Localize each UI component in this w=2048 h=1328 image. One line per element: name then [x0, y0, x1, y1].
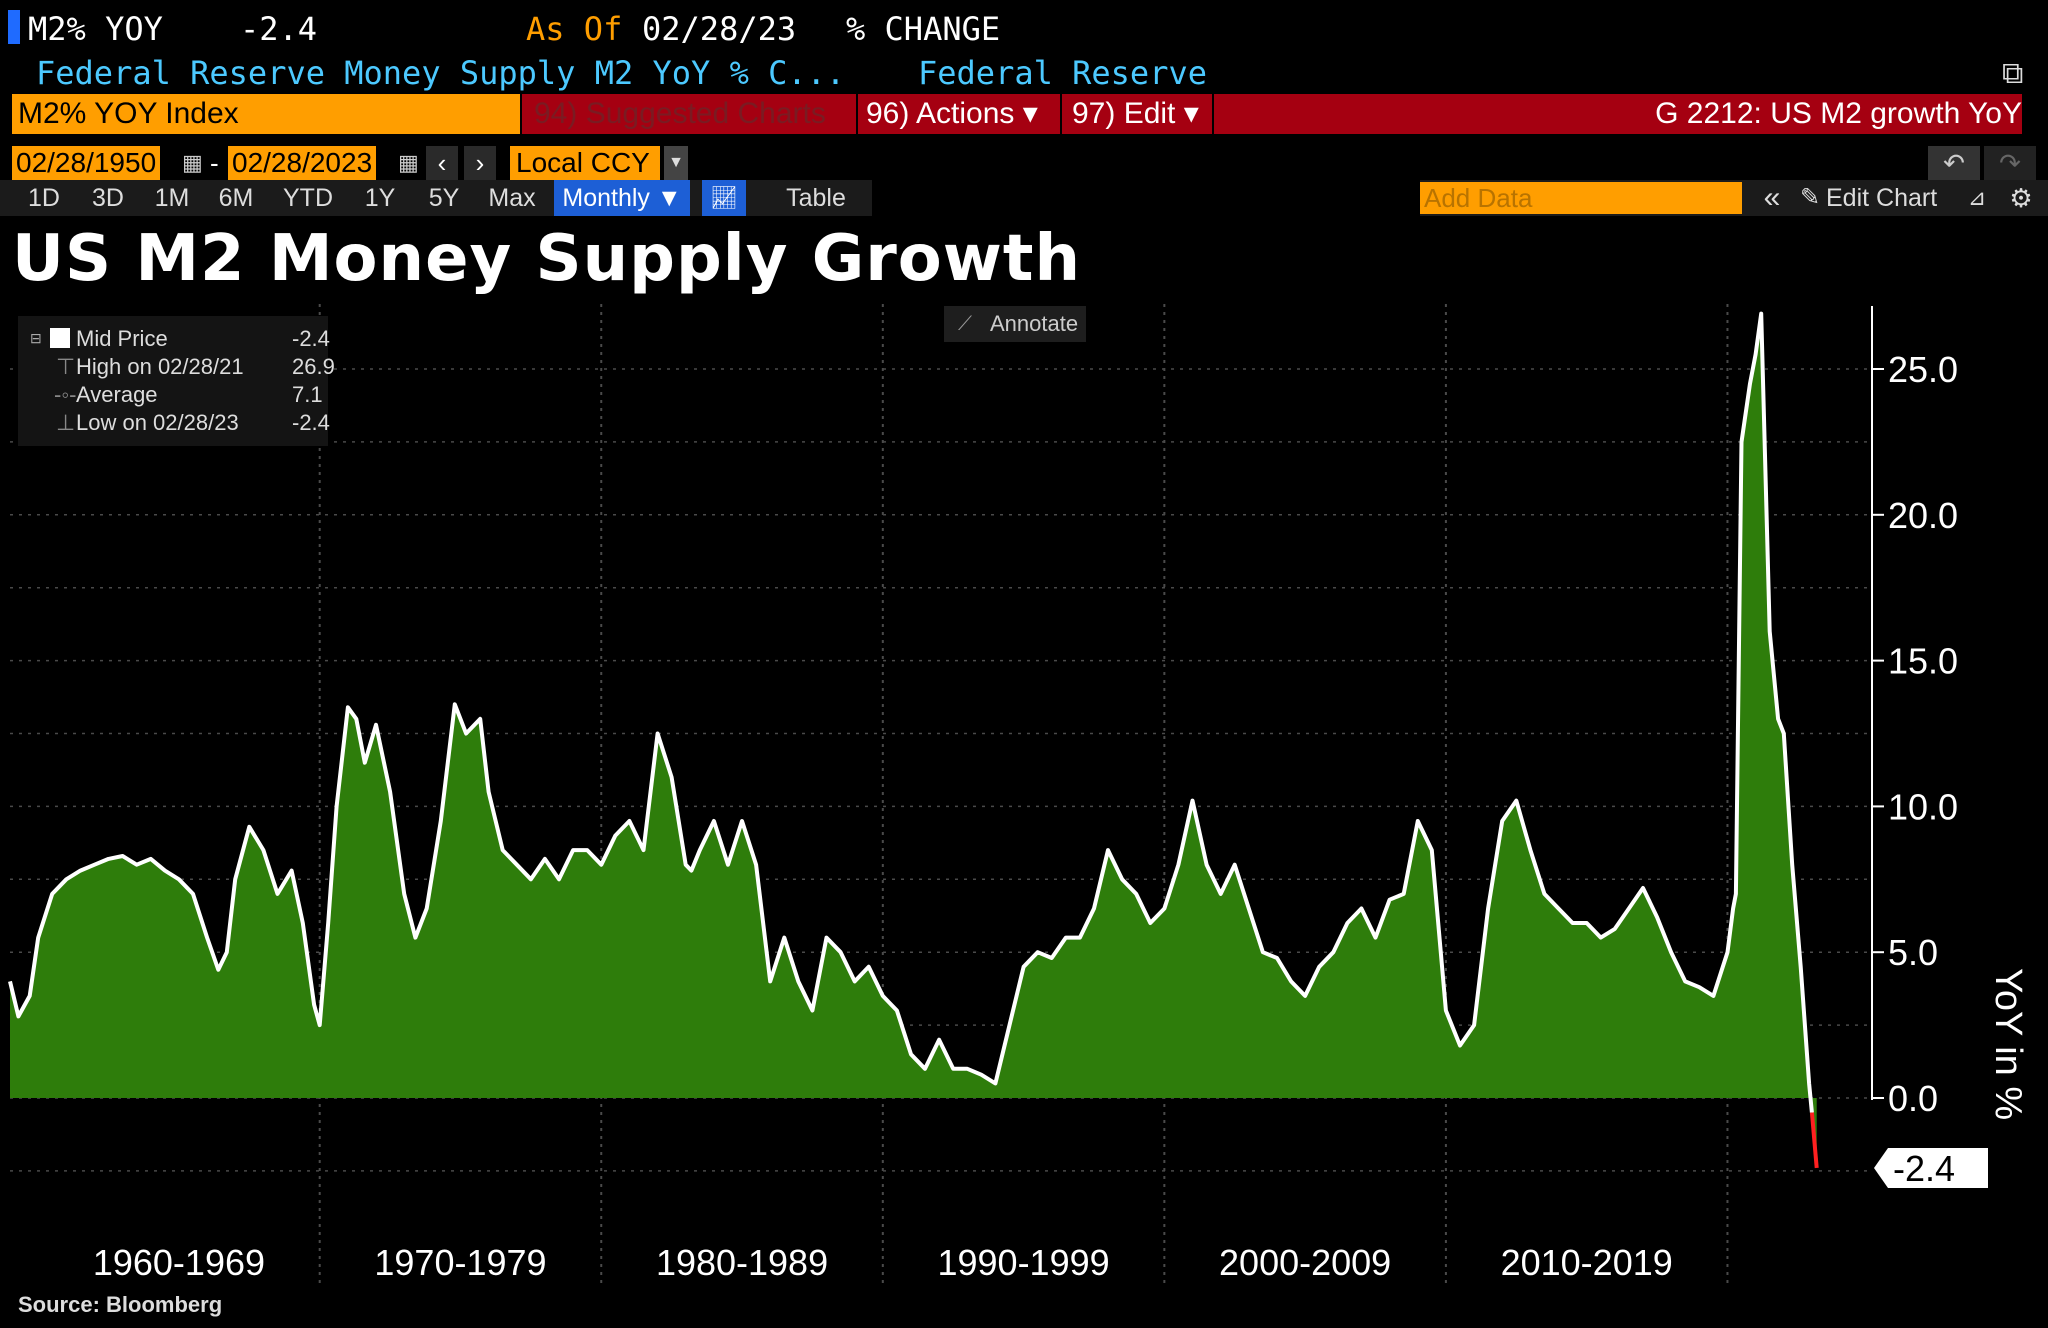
last-value: -2.4	[240, 10, 318, 48]
settings-gear-icon[interactable]: ⚙	[2009, 183, 2033, 213]
source-footer: Source: Bloomberg	[18, 1292, 223, 1317]
y-tick-label: 10.0	[1888, 786, 1958, 827]
redo-icon[interactable]: ↷	[1984, 146, 2036, 180]
ticker-symbol[interactable]: M2% YOY	[28, 10, 163, 48]
security-description: Federal Reserve Money Supply M2 YoY % C.…	[36, 54, 846, 92]
y-axis-label: YoY in %	[1987, 968, 2029, 1120]
chart-area: 25.0 20.0 15.0 10.0 5.0 0.0 1960-1969 1970-197…	[8, 300, 2029, 1285]
x-tick-label: 1990-1999	[937, 1242, 1109, 1283]
collapse-icon[interactable]: «	[1763, 181, 1781, 214]
currency-select[interactable]: Local CCY	[510, 146, 660, 180]
legend-value: 26.9	[292, 354, 335, 379]
annotate-pencil-icon: ⟋	[958, 313, 972, 335]
period-bar: 1D 3D 1M 6M YTD 1Y 5Y Max Monthly ▼ 📈︎ T…	[0, 180, 2048, 216]
x-tick-label: 1970-1979	[374, 1242, 546, 1283]
prev-period-button[interactable]: ‹	[426, 146, 458, 180]
legend-label: Average	[76, 382, 158, 407]
legend-label: Low on 02/28/23	[76, 410, 239, 435]
average-marker-icon: -◦-	[54, 382, 77, 407]
start-date-field[interactable]: 02/28/1950	[12, 146, 161, 180]
y-tick-label: 25.0	[1888, 349, 1958, 390]
legend-value: -2.4	[292, 410, 330, 435]
date-separator: -	[210, 148, 219, 178]
y-tick-label: 5.0	[1888, 932, 1938, 973]
last-value-marker: -2.4	[1874, 1147, 1988, 1189]
period-button[interactable]: 1M	[154, 184, 190, 212]
chart-id: G 2212: US M2 growth YoY	[1655, 97, 2022, 130]
x-tick-label: 2000-2009	[1219, 1242, 1391, 1283]
change-label: % CHANGE	[846, 10, 1001, 48]
last-value-label: -2.4	[1893, 1148, 1955, 1189]
add-data-input[interactable]: Add Data	[1420, 182, 1742, 214]
popout-icon[interactable]: ⧉	[2002, 56, 2024, 91]
currency-dropdown-icon[interactable]: ▼	[664, 146, 688, 180]
period-button[interactable]: YTD	[283, 184, 333, 212]
y-axis: 25.0 20.0 15.0 10.0 5.0 0.0	[1871, 306, 1958, 1119]
legend-label: High on 02/28/21	[76, 354, 244, 379]
ticker-header: M2% YOY -2.4 As Of 02/28/23 % CHANGE	[0, 8, 2048, 50]
action-bar: M2% YOY Index 94) Suggested Charts 96) A…	[0, 94, 2048, 136]
as-of-date: 02/28/23	[642, 10, 797, 48]
legend-value: 7.1	[292, 382, 323, 407]
red-bar	[522, 94, 2022, 134]
y-tick-label: 0.0	[1888, 1078, 1938, 1119]
period-button[interactable]: 5Y	[428, 184, 460, 212]
period-button[interactable]: 6M	[218, 184, 254, 212]
next-period-button[interactable]: ›	[464, 146, 496, 180]
edit-menu[interactable]: 97) Edit ▾	[1060, 94, 1199, 134]
period-button[interactable]: 1Y	[364, 184, 396, 212]
security-field[interactable]: M2% YOY Index	[12, 94, 520, 134]
chart-title: US M2 Money Supply Growth	[12, 222, 1082, 296]
toolbar-divider	[1212, 94, 1214, 134]
draw-icon[interactable]: ⊿	[1967, 185, 1987, 210]
annotate-button[interactable]: ⟋ Annotate	[944, 306, 1086, 342]
pencil-icon[interactable]: ✎	[1799, 184, 1821, 211]
undo-icon[interactable]: ↶	[1928, 146, 1980, 180]
annotate-label: Annotate	[990, 311, 1079, 336]
suggested-charts-button[interactable]: 94) Suggested Charts	[534, 97, 826, 130]
series-swatch	[50, 328, 70, 348]
m2-line	[8, 311, 1814, 1113]
last-segment	[1809, 1112, 1819, 1169]
period-bar-gap	[872, 180, 1420, 216]
start-calendar-icon[interactable]: ▦	[182, 150, 203, 175]
actions-menu[interactable]: 96) Actions ▾	[856, 94, 1038, 134]
description-row: Federal Reserve Money Supply M2 YoY % C.…	[0, 52, 2048, 94]
date-range-bar: 02/28/1950 ▦ - 02/28/2023 ▦ ‹ › Local CC…	[0, 146, 2048, 180]
frequency-select[interactable]: Monthly ▼	[554, 180, 690, 216]
x-tick-label: 1960-1969	[93, 1242, 265, 1283]
decade-dividers	[318, 300, 1729, 1285]
period-button[interactable]: 1D	[28, 184, 60, 212]
x-axis: 1960-1969 1970-1979 1980-1989 1990-1999 2000…	[93, 1242, 1673, 1283]
y-tick-label: 15.0	[1888, 641, 1958, 682]
collapse-legend-icon[interactable]: ⊟	[30, 330, 42, 346]
last-value-tag	[1874, 1147, 1988, 1188]
period-button[interactable]: 3D	[92, 184, 124, 212]
x-tick-label: 2010-2019	[1501, 1242, 1673, 1283]
end-calendar-icon[interactable]: ▦	[398, 150, 419, 175]
edit-chart-button[interactable]: Edit Chart	[1826, 184, 1938, 212]
high-marker-icon: ⊤	[56, 354, 76, 379]
legend-label: Mid Price	[76, 326, 168, 351]
ticker-marker	[8, 10, 20, 44]
source-name: Federal Reserve	[918, 54, 1207, 92]
legend-box: ⊟ Mid Price -2.4 ⊤ High on 02/28/21 26.9…	[18, 316, 335, 446]
m2-area	[10, 313, 1817, 1169]
y-tick-label: 20.0	[1888, 495, 1958, 536]
x-tick-label: 1980-1989	[656, 1242, 828, 1283]
low-marker-icon: ⊥	[56, 410, 76, 435]
period-button[interactable]: Max	[488, 184, 536, 212]
as-of-label: As Of	[526, 10, 623, 48]
table-button[interactable]: Table	[786, 184, 846, 212]
legend-value: -2.4	[292, 326, 330, 351]
end-date-field[interactable]: 02/28/2023	[228, 146, 377, 180]
line-chart-icon[interactable]: 📈︎	[702, 180, 746, 216]
